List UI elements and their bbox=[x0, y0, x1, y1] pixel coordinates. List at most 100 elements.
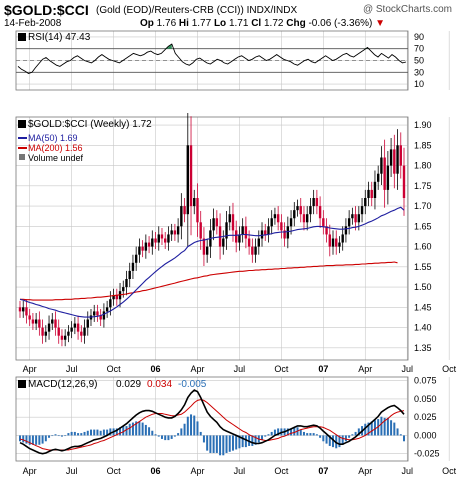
macd-hist-bar bbox=[190, 414, 193, 436]
candle-body bbox=[241, 226, 244, 235]
candle-body bbox=[80, 331, 83, 336]
candle-body bbox=[212, 218, 215, 231]
candle-body bbox=[86, 319, 89, 328]
macd-hist-bar bbox=[122, 426, 125, 436]
macd-hist-bar bbox=[109, 428, 112, 436]
price-x-tick-label: Oct bbox=[442, 364, 457, 374]
rsi-legend-swatch bbox=[18, 33, 26, 41]
candle-body bbox=[228, 214, 231, 223]
candle-body bbox=[63, 335, 67, 340]
macd-hist-bar bbox=[270, 431, 273, 436]
candle-body bbox=[186, 145, 189, 215]
candle-body bbox=[112, 295, 115, 300]
low-label: Lo bbox=[213, 18, 227, 29]
macd-hist-bar bbox=[309, 433, 312, 436]
macd-line bbox=[19, 389, 405, 455]
macd-hist-bar bbox=[293, 427, 296, 436]
change-value: -0.06 (-3.36%) bbox=[308, 18, 373, 29]
candle-body bbox=[402, 165, 406, 198]
candle-body bbox=[318, 206, 322, 219]
macd-hist-bar bbox=[173, 435, 176, 437]
macd-hist-bar bbox=[77, 433, 80, 436]
candle-body bbox=[109, 299, 112, 308]
candle-body bbox=[128, 270, 131, 279]
macd-hist-bar bbox=[273, 429, 276, 436]
macd-hist-bar bbox=[180, 428, 183, 436]
candle-body bbox=[83, 327, 86, 336]
candle-body bbox=[344, 226, 348, 235]
candle-body bbox=[393, 149, 396, 174]
candle-body bbox=[170, 230, 173, 235]
candle-body bbox=[151, 238, 154, 247]
macd-hist-bar bbox=[199, 431, 202, 436]
macd-hist-bar bbox=[144, 424, 147, 436]
candle-body bbox=[122, 287, 125, 292]
candle-body bbox=[102, 311, 106, 320]
candle-body bbox=[96, 311, 99, 316]
price-x-tick-label: Jul bbox=[234, 364, 246, 374]
macd-x-tick-label: Oct bbox=[107, 466, 122, 476]
macd-hist-bar bbox=[73, 431, 76, 436]
price-x-tick-label: 06 bbox=[151, 364, 161, 374]
candle-body bbox=[238, 234, 241, 243]
macd-x-tick-label: 06 bbox=[151, 466, 161, 476]
price-frame bbox=[15, 116, 409, 361]
candle-body bbox=[335, 238, 338, 247]
price-x-tick-label: Apr bbox=[190, 364, 204, 374]
candle-body bbox=[67, 331, 70, 336]
macd-x-tick-label: Jul bbox=[66, 466, 78, 476]
low-value: 1.71 bbox=[228, 18, 249, 29]
candle-body bbox=[312, 198, 315, 207]
macd-hist-bar bbox=[141, 422, 144, 436]
macd-hist-bar bbox=[151, 430, 154, 436]
price-x-tick-label: Apr bbox=[358, 364, 372, 374]
macd-hist-bar bbox=[60, 435, 63, 437]
rsi-y-tick-label: 90 bbox=[414, 32, 424, 42]
macd-hist-bar bbox=[22, 435, 25, 443]
candle-body bbox=[338, 242, 341, 247]
candle-body bbox=[389, 149, 393, 166]
macd-hist-bar bbox=[135, 421, 138, 436]
macd-hist-bar bbox=[244, 435, 247, 448]
macd-hist-bar bbox=[277, 428, 280, 436]
candle-body bbox=[373, 181, 377, 198]
price-y-tick-label: 1.65 bbox=[414, 221, 432, 231]
macd-hist-bar bbox=[302, 431, 305, 436]
candle-body bbox=[57, 327, 60, 336]
candle-body bbox=[370, 189, 373, 198]
candle-body bbox=[18, 307, 22, 312]
macd-hist-bar bbox=[125, 426, 128, 436]
macd-hist-bar bbox=[54, 434, 57, 436]
macd-hist-bar bbox=[261, 435, 264, 441]
macd-hist-bar bbox=[148, 427, 151, 436]
macd-hist-bar bbox=[51, 435, 54, 437]
rsi-y-tick-label: 30 bbox=[414, 67, 424, 77]
price-candles bbox=[18, 112, 406, 347]
candle-body bbox=[280, 222, 283, 231]
macd-y-tick-label: -0.025 bbox=[414, 449, 440, 459]
price-x-tick-label: Oct bbox=[274, 364, 289, 374]
candle-body bbox=[396, 145, 399, 174]
candle-body bbox=[244, 226, 248, 239]
candle-body bbox=[99, 315, 102, 320]
macd-hist-bar bbox=[396, 428, 399, 436]
macd-hist-bar bbox=[306, 433, 309, 436]
candle-body bbox=[231, 214, 235, 231]
candle-body bbox=[254, 246, 257, 255]
candle-body bbox=[93, 311, 96, 316]
macd-legend-signal-value: 0.034 bbox=[147, 379, 172, 390]
macd-x-tick-label: Oct bbox=[442, 466, 457, 476]
down-arrow-icon: ▼ bbox=[375, 18, 386, 29]
macd-hist-bar bbox=[154, 434, 157, 436]
macd-hist-bar bbox=[373, 420, 376, 436]
candle-body bbox=[60, 335, 64, 340]
candle-body bbox=[293, 210, 296, 219]
candle-body bbox=[354, 214, 357, 223]
macd-frame bbox=[15, 376, 409, 462]
macd-hist-bar bbox=[348, 435, 351, 438]
candle-body bbox=[167, 234, 170, 243]
macd-hist-bar bbox=[70, 431, 73, 436]
macd-hist-bar bbox=[44, 435, 47, 442]
macd-hist-bar bbox=[35, 435, 38, 445]
volume-legend-text: Volume undef bbox=[28, 153, 84, 163]
